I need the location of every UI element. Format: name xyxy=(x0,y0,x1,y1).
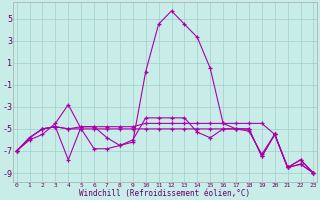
X-axis label: Windchill (Refroidissement éolien,°C): Windchill (Refroidissement éolien,°C) xyxy=(79,189,251,198)
